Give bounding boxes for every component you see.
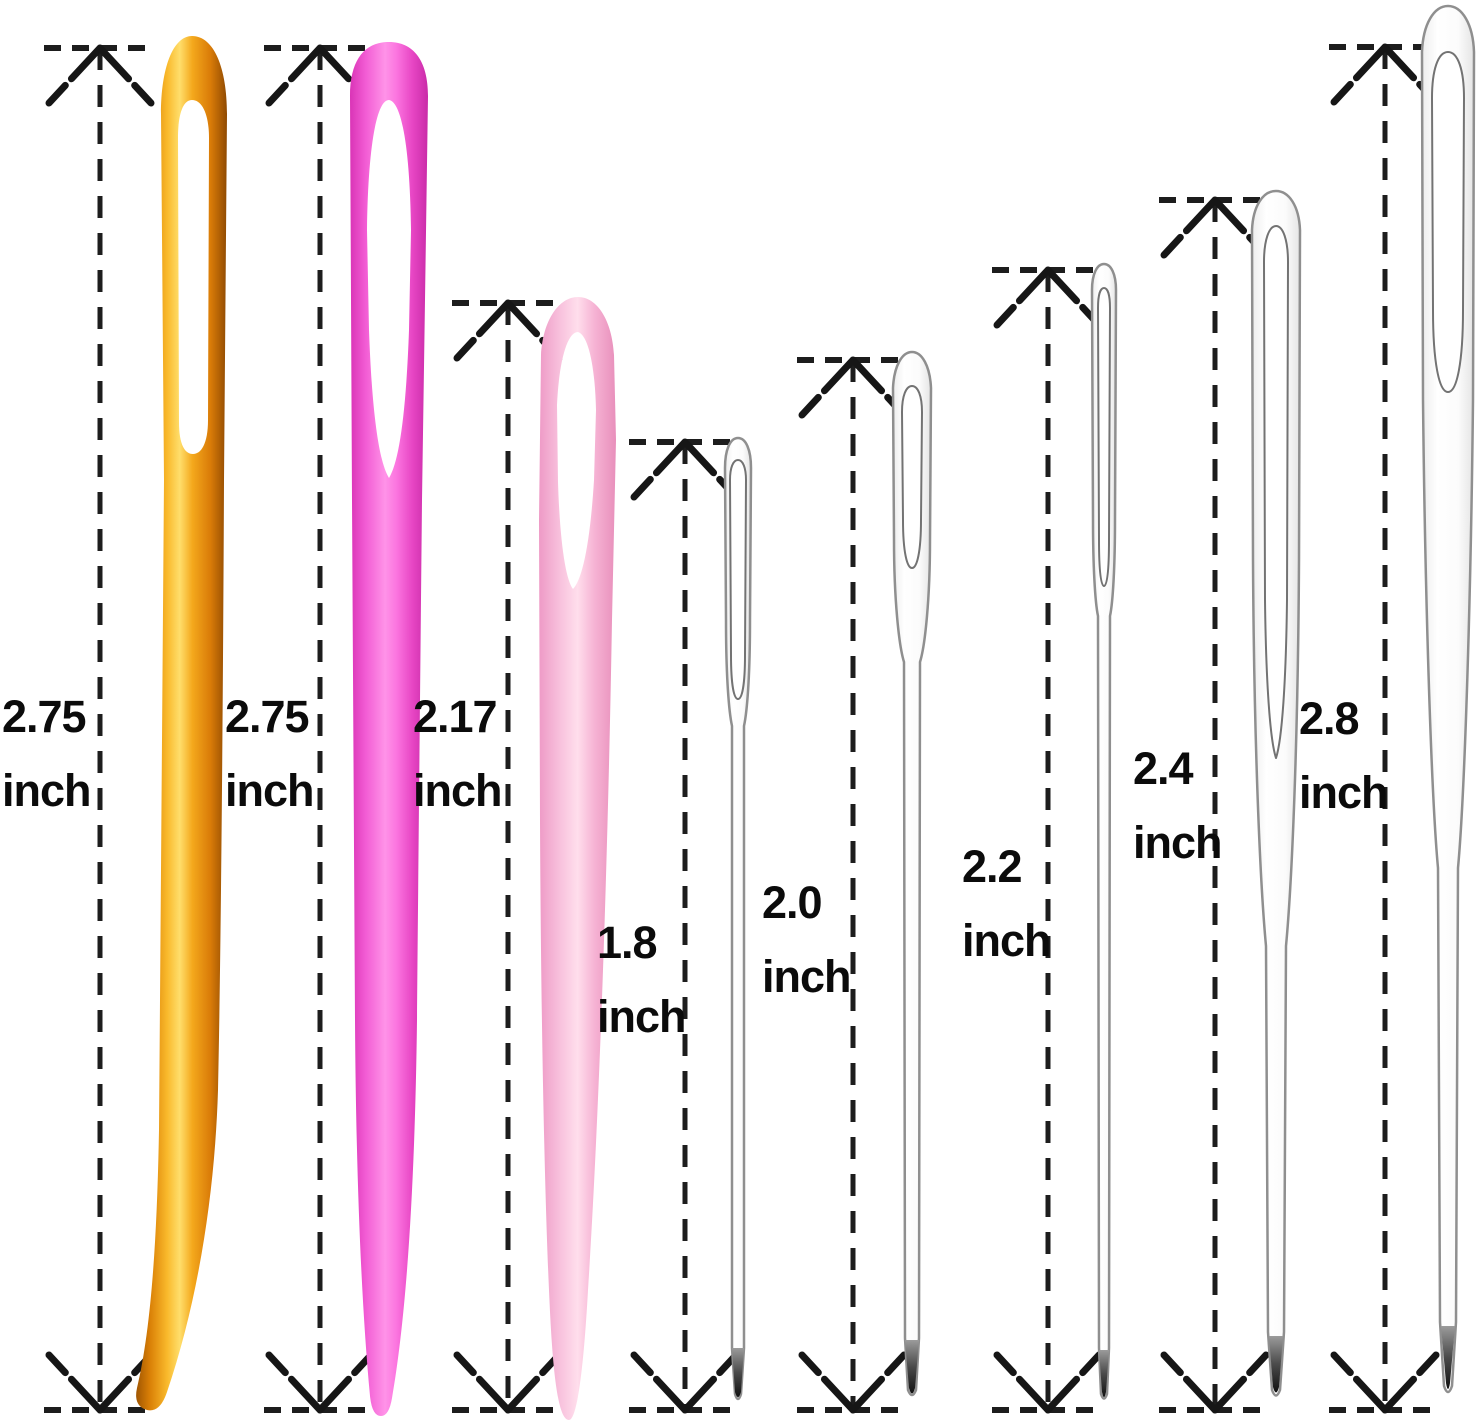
dimension-1 — [44, 44, 156, 1414]
measurement-label-1: 2.75 inch — [2, 691, 92, 816]
needle-body — [539, 297, 616, 1420]
dimension-5 — [797, 356, 909, 1414]
measurement-value: 2.2 — [962, 841, 1023, 892]
measurement-unit: inch — [597, 991, 687, 1042]
measurement-unit: inch — [1133, 817, 1223, 868]
needle-eye — [901, 385, 923, 569]
needle-body — [1090, 262, 1118, 1400]
arrowheads — [798, 356, 908, 1414]
needle-body — [136, 36, 227, 1411]
arrowheads — [45, 44, 155, 1414]
measurement-value: 2.75 — [2, 691, 87, 742]
dimension-3 — [452, 299, 564, 1414]
needle-steel-thin — [1090, 262, 1118, 1400]
needle-tip — [1441, 1326, 1455, 1389]
needle-gold-bent-tip — [136, 36, 227, 1411]
needle-steel-medium — [891, 350, 933, 1397]
measurement-label-6: 2.2 inch — [962, 841, 1052, 966]
arrowheads — [265, 44, 375, 1414]
measurement-value: 1.8 — [597, 917, 658, 968]
needle-body — [891, 350, 933, 1397]
needle-steel-long — [1250, 189, 1302, 1397]
needle-tip — [1099, 1350, 1109, 1397]
dimension-4 — [629, 438, 741, 1414]
needle-tip — [732, 1348, 744, 1397]
needle-eye — [729, 459, 747, 700]
needle-pink-plastic — [350, 42, 428, 1416]
needle-eye — [1263, 225, 1289, 759]
dimension-7 — [1159, 196, 1271, 1414]
arrowheads — [453, 299, 563, 1414]
arrowheads — [630, 438, 740, 1414]
needle-body — [350, 42, 428, 1416]
measurement-unit: inch — [413, 765, 503, 816]
needle-tip — [905, 1340, 919, 1394]
needle-eye — [1097, 287, 1111, 587]
needle-eye — [1431, 51, 1465, 393]
measurement-value: 2.75 — [225, 691, 310, 742]
measurement-label-2: 2.75 inch — [225, 691, 315, 816]
measurement-label-4: 1.8 inch — [597, 917, 687, 1042]
arrowheads — [1330, 43, 1440, 1414]
measurement-unit: inch — [2, 765, 92, 816]
measurement-label-5: 2.0 inch — [762, 877, 852, 1002]
measurement-value: 2.4 — [1133, 743, 1194, 794]
needle-steel-largest — [1420, 4, 1476, 1394]
dimension-2 — [264, 44, 376, 1414]
measurement-unit: inch — [1299, 767, 1389, 818]
dimension-6 — [992, 266, 1104, 1414]
measurement-label-7: 2.4 inch — [1133, 743, 1223, 868]
arrowheads — [1160, 196, 1270, 1414]
measurement-unit: inch — [962, 915, 1052, 966]
measurement-unit: inch — [762, 951, 852, 1002]
measurement-value: 2.8 — [1299, 693, 1360, 744]
needle-tip — [1269, 1336, 1283, 1393]
needle-steel-small — [723, 436, 753, 1401]
measurement-value: 2.0 — [762, 877, 823, 928]
measurement-label-3: 2.17 inch — [413, 691, 503, 816]
arrowheads — [993, 266, 1103, 1414]
measurement-label-8: 2.8 inch — [1299, 693, 1389, 818]
needle-lightpink-plastic — [539, 297, 616, 1420]
measurement-unit: inch — [225, 765, 315, 816]
measurement-value: 2.17 — [413, 691, 498, 742]
